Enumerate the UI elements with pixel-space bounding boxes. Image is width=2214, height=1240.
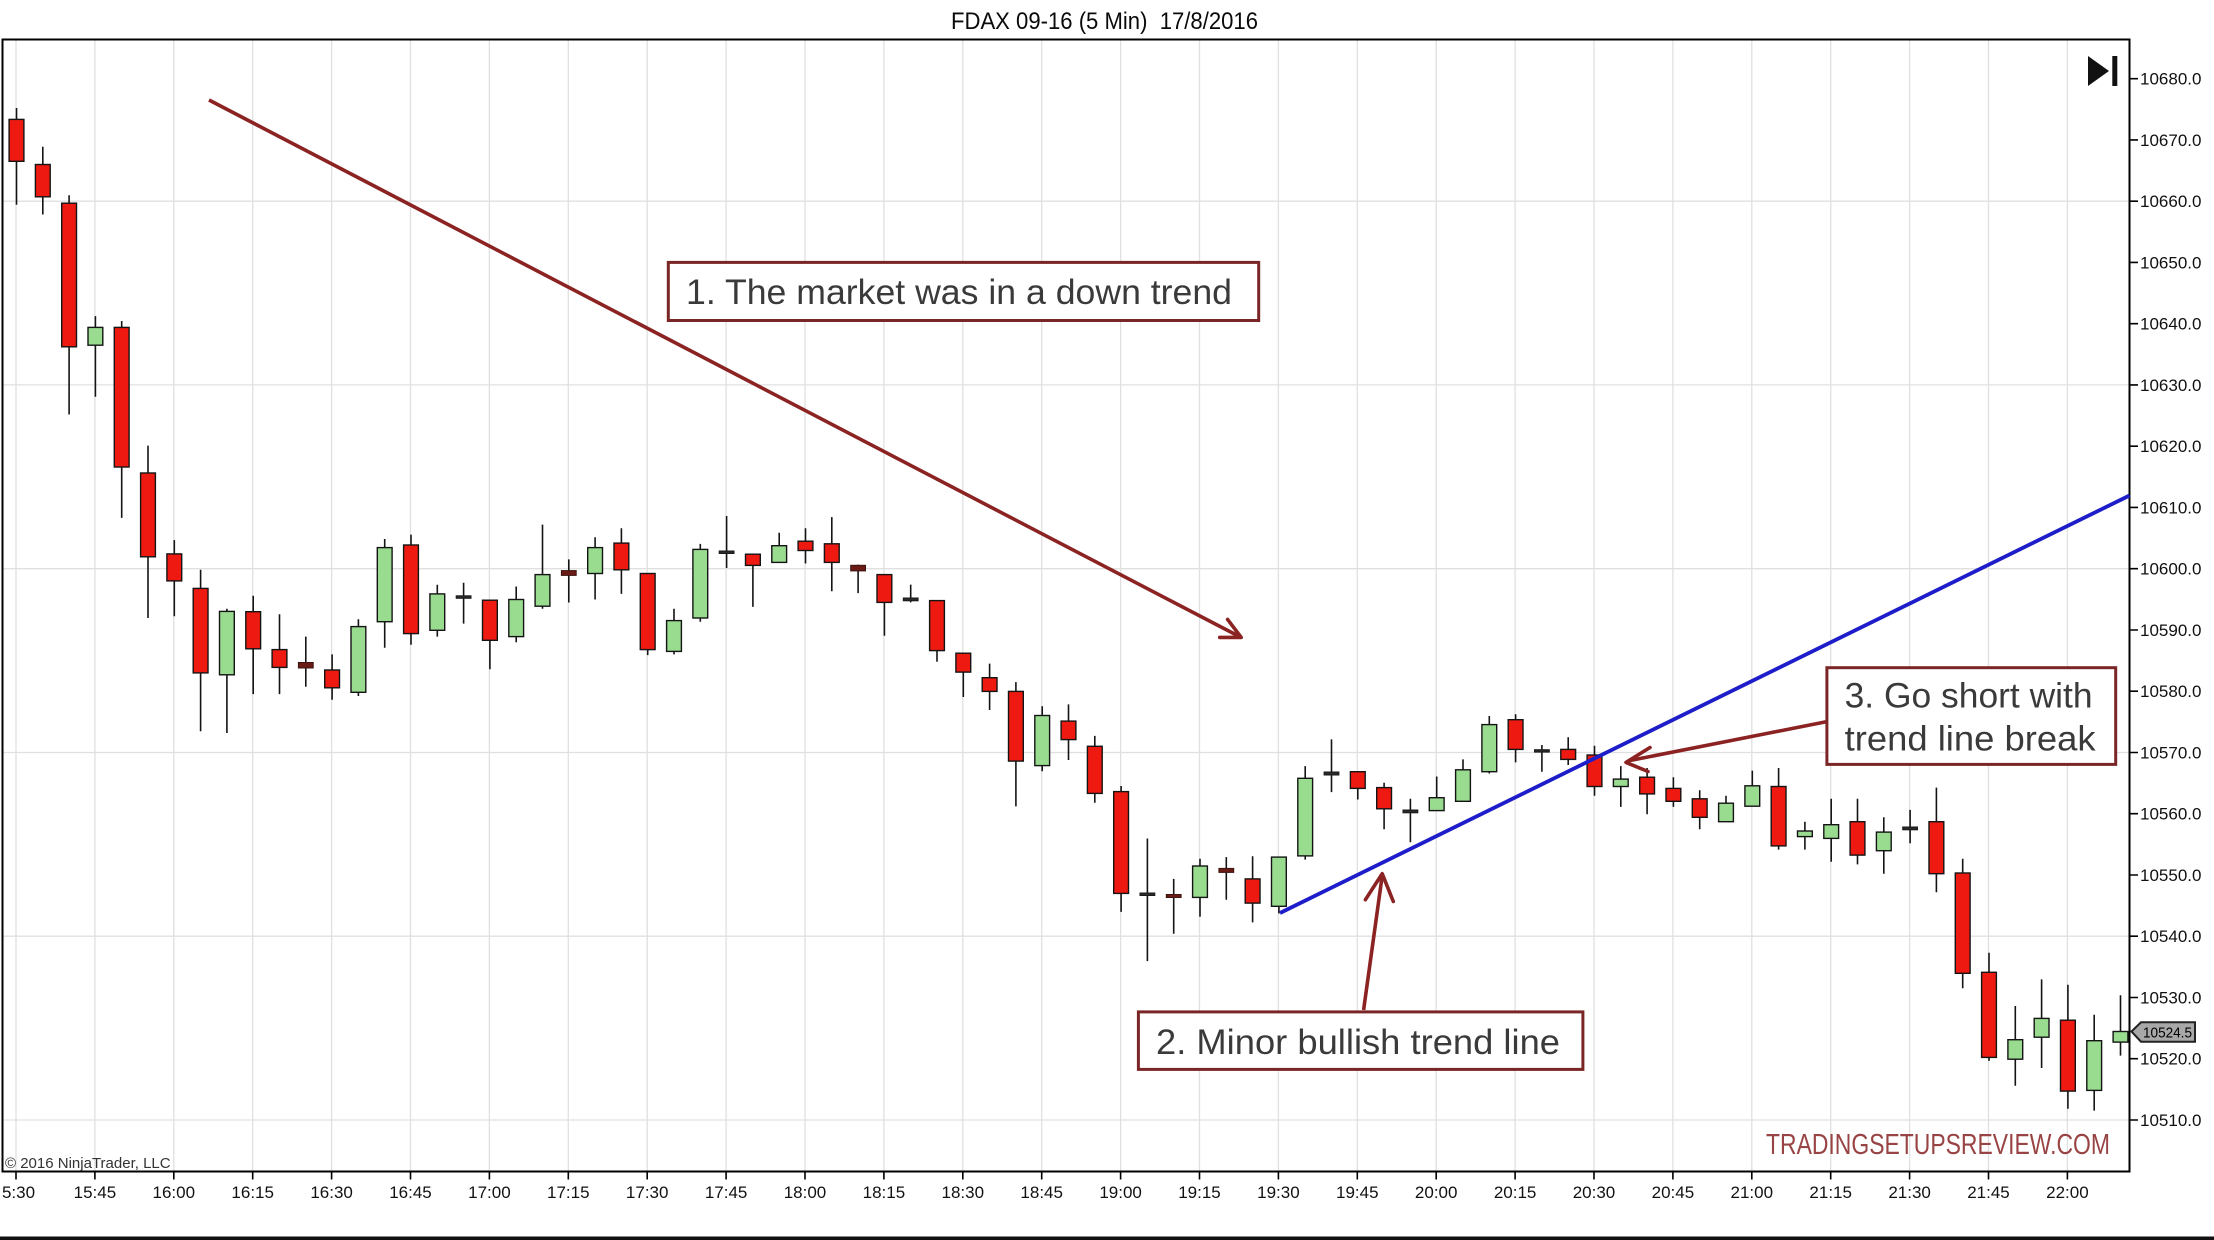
svg-text:10570.0: 10570.0 [2140, 744, 2201, 763]
svg-text:10630.0: 10630.0 [2140, 376, 2201, 395]
svg-text:15:45: 15:45 [74, 1183, 117, 1202]
svg-text:10590.0: 10590.0 [2140, 621, 2201, 640]
svg-text:21:15: 21:15 [1809, 1183, 1852, 1202]
svg-text:1. The market was in a down tr: 1. The market was in a down trend [686, 273, 1232, 312]
svg-text:16:15: 16:15 [231, 1183, 274, 1202]
svg-text:2. Minor bullish trend line: 2. Minor bullish trend line [1156, 1023, 1560, 1062]
svg-text:10520.0: 10520.0 [2140, 1050, 2201, 1069]
svg-text:10640.0: 10640.0 [2140, 315, 2201, 334]
svg-text:18:45: 18:45 [1020, 1183, 1063, 1202]
svg-text:10510.0: 10510.0 [2140, 1111, 2201, 1130]
svg-text:10560.0: 10560.0 [2140, 805, 2201, 824]
svg-text:19:00: 19:00 [1099, 1183, 1142, 1202]
svg-text:21:45: 21:45 [1967, 1183, 2010, 1202]
svg-text:10670.0: 10670.0 [2140, 131, 2201, 150]
svg-text:10580.0: 10580.0 [2140, 682, 2201, 701]
svg-text:18:15: 18:15 [863, 1183, 906, 1202]
svg-text:TRADINGSETUPSREVIEW.COM: TRADINGSETUPSREVIEW.COM [1766, 1129, 2110, 1161]
svg-text:17:30: 17:30 [626, 1183, 669, 1202]
svg-text:10620.0: 10620.0 [2140, 437, 2201, 456]
svg-text:19:30: 19:30 [1257, 1183, 1300, 1202]
svg-text:21:30: 21:30 [1888, 1183, 1931, 1202]
svg-text:16:00: 16:00 [153, 1183, 196, 1202]
svg-text:10610.0: 10610.0 [2140, 499, 2201, 518]
svg-text:10530.0: 10530.0 [2140, 989, 2201, 1008]
svg-text:FDAX 09-16 (5 Min) 17/8/2016: FDAX 09-16 (5 Min) 17/8/2016 [951, 8, 1258, 35]
svg-text:20:30: 20:30 [1573, 1183, 1616, 1202]
svg-text:trend line break: trend line break [1845, 720, 2097, 759]
svg-text:16:45: 16:45 [389, 1183, 432, 1202]
svg-text:10540.0: 10540.0 [2140, 927, 2201, 946]
svg-text:10550.0: 10550.0 [2140, 866, 2201, 885]
svg-text:18:00: 18:00 [784, 1183, 827, 1202]
svg-text:© 2016 NinjaTrader, LLC: © 2016 NinjaTrader, LLC [5, 1155, 171, 1172]
svg-text:16:30: 16:30 [310, 1183, 353, 1202]
svg-text:20:00: 20:00 [1415, 1183, 1458, 1202]
svg-text:10524.5: 10524.5 [2143, 1025, 2192, 1042]
svg-text:17:00: 17:00 [468, 1183, 511, 1202]
svg-text:20:15: 20:15 [1494, 1183, 1537, 1202]
svg-text:20:45: 20:45 [1652, 1183, 1695, 1202]
svg-text:22:00: 22:00 [2046, 1183, 2089, 1202]
svg-text:10650.0: 10650.0 [2140, 253, 2201, 272]
svg-text:17:15: 17:15 [547, 1183, 590, 1202]
svg-text:5:30: 5:30 [2, 1183, 35, 1202]
svg-text:3. Go short with: 3. Go short with [1845, 677, 2093, 716]
svg-text:10660.0: 10660.0 [2140, 192, 2201, 211]
svg-text:21:00: 21:00 [1731, 1183, 1774, 1202]
svg-text:18:30: 18:30 [942, 1183, 985, 1202]
svg-text:10680.0: 10680.0 [2140, 70, 2201, 89]
svg-text:19:45: 19:45 [1336, 1183, 1379, 1202]
svg-text:17:45: 17:45 [705, 1183, 748, 1202]
svg-text:10600.0: 10600.0 [2140, 560, 2201, 579]
svg-text:19:15: 19:15 [1178, 1183, 1221, 1202]
